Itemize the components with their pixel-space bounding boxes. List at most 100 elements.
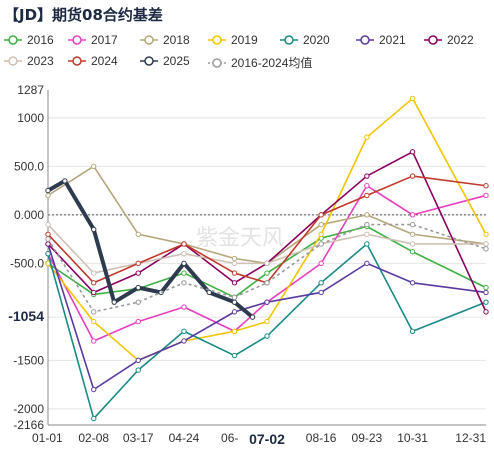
data-point-2017 <box>409 212 416 218</box>
y-tick-label: -2000 <box>13 402 44 416</box>
x-tick-label: 10-31 <box>397 431 428 445</box>
legend-item[interactable]: 2018 <box>140 33 190 47</box>
data-point-2016 <box>264 270 270 276</box>
legend-label: 2019 <box>231 33 258 47</box>
data-point-2016-2024均值 <box>264 280 270 286</box>
legend-label: 2023 <box>27 54 54 68</box>
data-point-2022 <box>364 173 370 179</box>
data-point-2023 <box>409 241 416 247</box>
legend-item[interactable]: 2017 <box>68 33 118 47</box>
y-tick-label: -1054 <box>8 308 44 324</box>
legend-marker-icon <box>4 35 22 45</box>
legend-item[interactable]: 2016-2024均值 <box>208 54 312 71</box>
data-point-2017 <box>181 304 187 310</box>
legend-item[interactable]: 2024 <box>68 54 118 68</box>
data-point-2025 <box>45 187 51 194</box>
data-point-2025 <box>111 299 117 305</box>
legend-marker-icon <box>4 56 22 66</box>
y-tick-label: -1500 <box>13 353 44 367</box>
data-point-2017 <box>135 318 141 325</box>
legend-item[interactable]: 2019 <box>208 33 258 47</box>
data-point-2016-2024均值 <box>231 294 238 301</box>
data-point-2025 <box>135 284 141 291</box>
x-tick-label: 07-02 <box>249 431 285 447</box>
data-point-2022 <box>483 309 489 315</box>
legend-label: 2022 <box>447 33 474 47</box>
data-point-2021 <box>264 299 270 305</box>
data-point-2024 <box>231 270 238 276</box>
data-point-2017 <box>483 192 489 199</box>
data-point-2016 <box>181 270 187 276</box>
data-point-2020 <box>135 367 141 373</box>
legend-marker-icon <box>208 57 226 68</box>
data-point-2018 <box>409 231 416 237</box>
data-point-2020 <box>45 250 51 257</box>
data-point-2021 <box>409 280 416 286</box>
data-point-2025 <box>62 178 68 184</box>
data-point-2019 <box>409 95 416 102</box>
legend-marker-icon <box>68 56 86 66</box>
x-tick-label: 09-23 <box>352 431 383 445</box>
x-tick-label: 03-17 <box>123 431 154 445</box>
series-line-2019 <box>47 97 487 362</box>
data-point-2025 <box>206 289 212 296</box>
data-point-2017 <box>91 338 97 344</box>
legend-marker-icon <box>140 35 158 45</box>
series-line-2022 <box>47 150 487 313</box>
series-line-2025 <box>47 178 254 319</box>
x-tick-label: 01-01 <box>32 431 63 445</box>
series-line-2023 <box>47 224 486 274</box>
legend-label: 2016 <box>27 33 54 47</box>
legend-label: 2025 <box>163 54 190 68</box>
data-point-2025 <box>91 226 97 233</box>
data-point-2024 <box>483 183 489 189</box>
data-point-2021 <box>91 386 97 393</box>
data-point-2023 <box>45 221 51 228</box>
data-point-2017 <box>364 183 370 189</box>
legend-item[interactable]: 2023 <box>4 54 54 68</box>
chart-title: 【JD】期货08合约基差 <box>4 6 163 24</box>
data-point-2018 <box>91 163 97 170</box>
series-line-2024 <box>47 175 487 284</box>
data-point-2020 <box>181 328 187 334</box>
data-point-2022 <box>45 241 51 247</box>
legend-marker-icon <box>140 56 158 66</box>
data-point-2024 <box>135 260 141 267</box>
x-tick-label: 06- <box>221 431 238 445</box>
legend-label: 2021 <box>379 33 406 47</box>
data-point-2021 <box>231 309 238 315</box>
data-point-2018 <box>45 192 51 199</box>
data-point-2024 <box>409 173 416 179</box>
legend-marker-icon <box>424 35 442 45</box>
series-line-2020 <box>47 243 487 420</box>
data-point-2016-2024均值 <box>135 299 141 305</box>
data-point-2023 <box>231 260 238 267</box>
legend-item[interactable]: 2025 <box>140 54 190 68</box>
data-point-2016 <box>483 284 489 291</box>
legend-label: 2017 <box>91 33 118 47</box>
legend-item[interactable]: 2020 <box>280 33 330 47</box>
legend-label: 2020 <box>303 33 330 47</box>
legend-item[interactable]: 2021 <box>356 33 406 47</box>
data-point-2024 <box>318 212 324 218</box>
legend-item[interactable]: 2022 <box>424 33 474 47</box>
data-point-2016-2024均值 <box>409 221 416 228</box>
data-point-2024 <box>364 192 370 199</box>
data-point-2016-2024均值 <box>483 246 489 252</box>
data-point-2022 <box>135 270 141 276</box>
data-point-2020 <box>483 299 489 305</box>
data-point-2019 <box>318 231 324 237</box>
data-point-2025 <box>249 314 256 320</box>
data-point-2016-2024均值 <box>45 236 51 242</box>
data-point-2023 <box>264 260 270 267</box>
data-point-2024 <box>45 231 51 237</box>
data-point-2020 <box>364 241 370 247</box>
data-point-2022 <box>231 280 238 286</box>
data-point-2021 <box>364 260 370 267</box>
data-point-2020 <box>91 415 97 422</box>
legend-label: 2024 <box>91 54 118 68</box>
data-point-2019 <box>91 318 97 325</box>
data-point-2016-2024均值 <box>318 241 324 247</box>
legend-item[interactable]: 2016 <box>4 33 54 47</box>
data-point-2024 <box>91 280 97 286</box>
